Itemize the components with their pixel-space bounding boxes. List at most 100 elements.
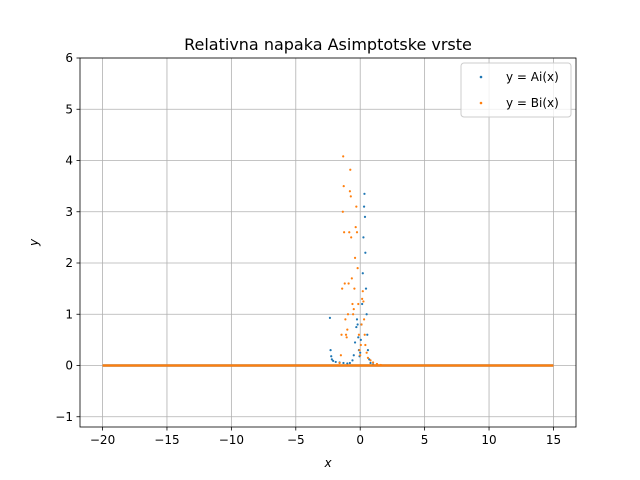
x-tick-label: 0 bbox=[356, 433, 364, 447]
data-point bbox=[346, 362, 349, 365]
data-point bbox=[356, 323, 359, 326]
data-point bbox=[362, 318, 366, 321]
data-point bbox=[353, 287, 356, 290]
data-point bbox=[364, 287, 368, 290]
data-point bbox=[344, 318, 347, 321]
data-point bbox=[363, 215, 367, 218]
data-point bbox=[332, 359, 335, 362]
data-point bbox=[369, 361, 372, 365]
data-point bbox=[343, 231, 346, 234]
data-point bbox=[355, 205, 358, 208]
data-point bbox=[357, 336, 360, 339]
legend-marker bbox=[479, 101, 483, 105]
plot-frame bbox=[79, 57, 577, 428]
data-point bbox=[346, 328, 349, 331]
data-point bbox=[343, 282, 346, 285]
x-tick-label: 10 bbox=[481, 433, 496, 447]
series-bi bbox=[102, 155, 554, 367]
data-point bbox=[345, 336, 348, 339]
y-tick-label: 1 bbox=[65, 307, 73, 321]
data-point bbox=[354, 226, 357, 229]
x-tick-label: 5 bbox=[421, 433, 429, 447]
data-point bbox=[349, 168, 352, 171]
data-point bbox=[363, 333, 366, 336]
data-point bbox=[355, 325, 358, 329]
data-point bbox=[355, 231, 359, 234]
y-tick-label: 3 bbox=[65, 205, 73, 219]
x-tick-label: −5 bbox=[287, 433, 305, 447]
data-point bbox=[339, 354, 342, 357]
data-point bbox=[369, 359, 372, 362]
data-point bbox=[350, 277, 353, 280]
y-tick-label: 6 bbox=[65, 51, 73, 65]
data-point bbox=[357, 302, 360, 306]
data-point bbox=[342, 361, 345, 365]
legend-label: y = Ai(x) bbox=[506, 70, 559, 84]
data-point bbox=[348, 231, 351, 234]
data-point bbox=[357, 333, 361, 336]
series-layer bbox=[102, 155, 554, 367]
data-point bbox=[355, 318, 359, 321]
data-point bbox=[338, 361, 341, 365]
data-point bbox=[341, 287, 344, 290]
legend-label: y = Bi(x) bbox=[506, 96, 559, 110]
data-point bbox=[366, 349, 370, 352]
x-tick-label: −10 bbox=[219, 433, 244, 447]
data-point bbox=[328, 316, 332, 319]
data-point bbox=[330, 358, 333, 361]
data-point bbox=[352, 308, 355, 311]
data-point bbox=[356, 267, 359, 270]
x-tick-label: −20 bbox=[90, 433, 115, 447]
data-point bbox=[329, 349, 332, 352]
legend-box bbox=[460, 62, 572, 118]
data-point bbox=[366, 333, 369, 336]
data-point bbox=[359, 351, 362, 354]
data-point bbox=[361, 272, 364, 275]
data-point bbox=[375, 362, 379, 366]
data-point bbox=[349, 195, 352, 198]
data-point bbox=[358, 349, 361, 352]
data-point bbox=[347, 282, 350, 285]
y-tick-label: −1 bbox=[55, 410, 73, 424]
data-point bbox=[362, 236, 365, 239]
data-point bbox=[371, 361, 375, 364]
series-baseline-band bbox=[102, 364, 554, 367]
data-point bbox=[359, 354, 362, 357]
data-point bbox=[351, 302, 354, 306]
x-axis-label: x bbox=[323, 456, 332, 470]
data-point bbox=[359, 338, 362, 341]
data-point bbox=[361, 297, 364, 300]
legend-marker bbox=[479, 75, 483, 79]
data-point bbox=[352, 313, 355, 316]
data-point bbox=[348, 361, 352, 365]
data-point bbox=[360, 323, 363, 326]
data-point bbox=[364, 343, 367, 347]
data-point bbox=[352, 354, 355, 357]
legend: y = Ai(x) y = Bi(x) bbox=[460, 62, 572, 118]
data-point bbox=[353, 256, 357, 259]
data-point bbox=[379, 363, 382, 367]
data-point bbox=[361, 302, 364, 306]
data-point bbox=[361, 290, 364, 293]
x-tick-label: 15 bbox=[546, 433, 561, 447]
chart-title: Relativna napaka Asimptotske vrste bbox=[184, 35, 472, 54]
data-point bbox=[351, 359, 354, 362]
y-tick-label: 4 bbox=[65, 154, 73, 168]
data-point bbox=[362, 205, 366, 208]
data-point bbox=[348, 190, 352, 193]
data-point bbox=[359, 343, 362, 347]
data-point bbox=[362, 300, 365, 303]
data-point bbox=[344, 333, 348, 336]
y-tick-label: 5 bbox=[65, 102, 73, 116]
data-point bbox=[350, 236, 353, 239]
y-axis-label: y bbox=[27, 238, 41, 247]
data-point bbox=[342, 185, 345, 188]
data-point bbox=[346, 313, 350, 316]
data-point bbox=[353, 341, 357, 344]
data-point bbox=[364, 251, 367, 254]
data-point bbox=[363, 192, 366, 195]
y-tick-label: 2 bbox=[65, 256, 73, 270]
data-point bbox=[341, 210, 344, 213]
data-point bbox=[330, 355, 333, 358]
